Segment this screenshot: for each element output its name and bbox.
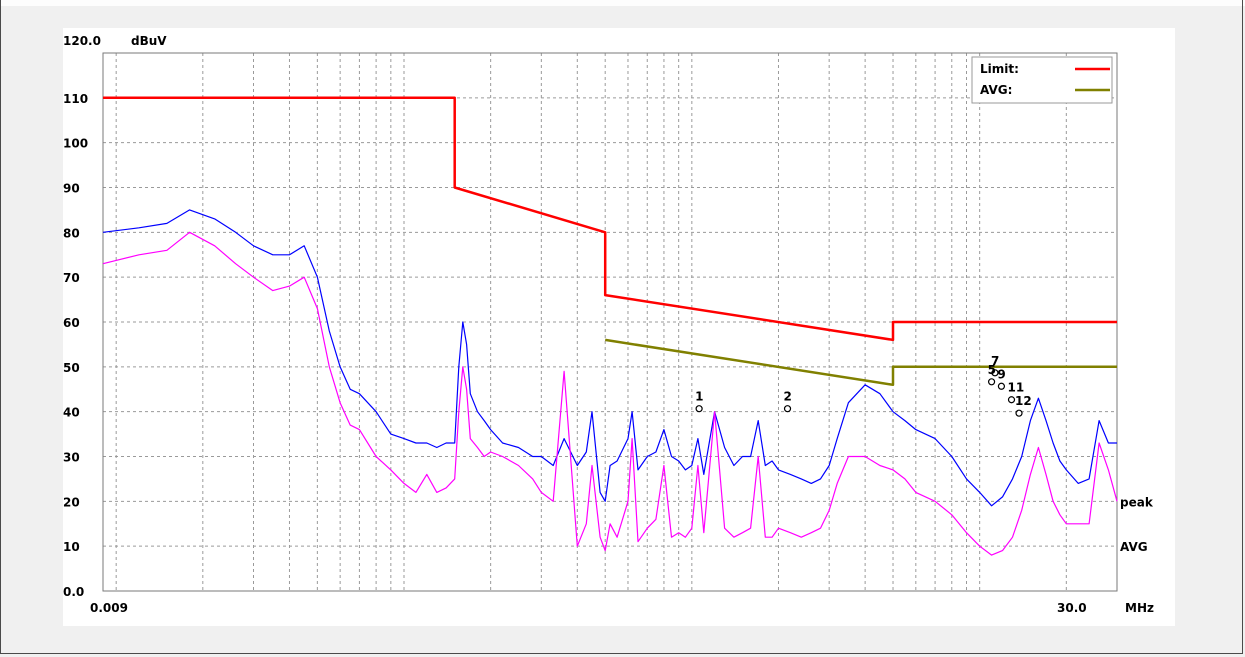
y-tick-label: 10 — [63, 540, 80, 554]
marker-label: 7 — [991, 354, 999, 368]
y-tick-label: 80 — [63, 226, 80, 240]
side-label: AVG — [1120, 540, 1148, 554]
y-tick-label: 70 — [63, 271, 80, 285]
plot-panel — [63, 28, 1175, 626]
marker-label: 2 — [784, 390, 792, 404]
marker-point — [997, 382, 1006, 390]
axes: 120.0 110 100 90 80 70 60 50 40 30 20 10 0.0 dBuV 0.00… — [63, 34, 1154, 615]
y-unit-label: dBuV — [131, 34, 167, 48]
legend: Limit: AVG: — [971, 56, 1113, 104]
legend-label: Limit: — [980, 62, 1019, 76]
series-line-avg — [102, 231, 1118, 556]
marker-label: 1 — [695, 390, 703, 404]
marker-point — [991, 369, 999, 377]
legend-label: AVG: — [980, 83, 1012, 97]
y-tick-label: 60 — [63, 316, 80, 330]
marker-label: 9 — [997, 367, 1005, 381]
y-tick-label: 50 — [63, 361, 80, 375]
top-strip — [0, 0, 1245, 6]
marker-label: 11 — [1008, 381, 1025, 395]
y-tick-label: 110 — [63, 92, 88, 106]
series-line-avg — [605, 338, 1117, 387]
x-tick-label: 0.009 — [90, 601, 128, 615]
side-label: peak — [1120, 495, 1154, 509]
series-line-limit — [103, 96, 1117, 342]
y-tick-label: 0.0 — [63, 585, 84, 599]
x-unit-label: MHz — [1125, 601, 1154, 615]
marker-point — [987, 378, 996, 386]
y-tick-label: 90 — [63, 182, 80, 196]
legend-box — [971, 56, 1113, 104]
series-line-peak — [102, 209, 1117, 507]
marker-point — [783, 405, 792, 413]
series-layer — [102, 96, 1118, 556]
y-tick-label: 30 — [63, 451, 80, 465]
y-tick-label: 120.0 — [63, 34, 101, 48]
y-tick-label: 100 — [63, 137, 88, 151]
x-tick-label: 30.0 — [1057, 601, 1087, 615]
marker-point — [1015, 409, 1023, 417]
marker-label: 12 — [1015, 394, 1032, 408]
marker-point — [695, 405, 703, 413]
y-tick-label: 40 — [63, 406, 80, 420]
y-tick-label: 20 — [63, 495, 80, 509]
marker-label: 5 — [988, 363, 996, 377]
marker-point — [1007, 396, 1016, 404]
